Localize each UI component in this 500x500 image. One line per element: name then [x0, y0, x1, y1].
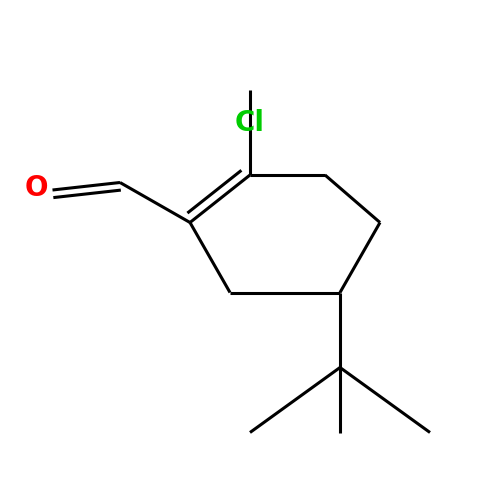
Text: Cl: Cl	[235, 109, 265, 137]
Text: O: O	[25, 174, 48, 203]
